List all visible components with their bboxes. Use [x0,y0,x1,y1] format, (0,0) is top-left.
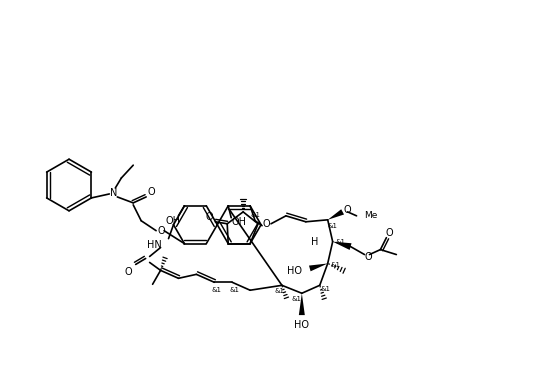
Text: O: O [157,226,165,236]
Text: &1: &1 [211,287,222,293]
Text: HO: HO [287,266,302,276]
Polygon shape [333,242,351,250]
Text: H: H [311,237,319,246]
Text: N: N [109,188,117,198]
Text: O: O [205,212,213,222]
Text: Me: Me [364,211,378,220]
Text: O: O [262,219,270,229]
Text: &1: &1 [250,212,260,218]
Text: O: O [344,205,351,215]
Text: O: O [365,252,372,261]
Text: &1: &1 [275,288,285,294]
Text: OH: OH [165,216,180,226]
Polygon shape [328,209,344,220]
Polygon shape [299,293,305,315]
Text: &1: &1 [292,296,302,302]
Text: O: O [147,187,155,197]
Text: &1: &1 [229,287,239,293]
Text: OH: OH [232,217,247,227]
Text: &1: &1 [328,223,337,229]
Text: O: O [125,267,133,278]
Text: &1: &1 [330,263,341,269]
Text: &1: &1 [336,239,345,245]
Text: &1: &1 [321,286,331,292]
Text: O: O [385,228,393,238]
Text: HN: HN [147,240,162,249]
Text: HO: HO [294,320,309,330]
Polygon shape [309,263,328,271]
